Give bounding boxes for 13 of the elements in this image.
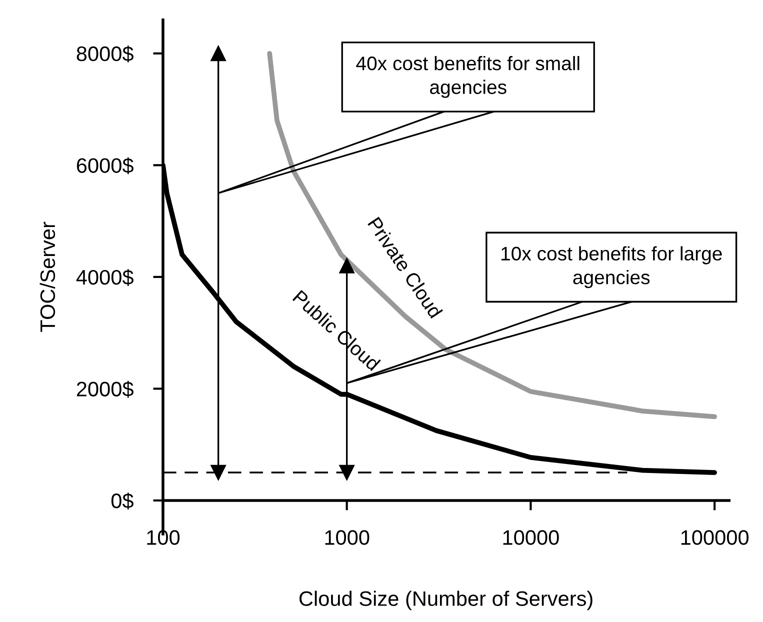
y-tick-label: 8000$ xyxy=(76,46,134,62)
y-tick-label: 2000$ xyxy=(76,380,134,398)
x-tick-label: 100 xyxy=(147,530,180,545)
y-tick-label: 0$ xyxy=(111,492,134,510)
x-tick-label: 10000 xyxy=(503,530,559,545)
x-axis-title: Cloud Size (Number of Servers) xyxy=(299,590,592,610)
y-tick-label: 4000$ xyxy=(76,269,134,286)
y-tick-label: 6000$ xyxy=(76,157,134,174)
x-tick-label: 100000 xyxy=(681,530,749,545)
y-axis-title: TOC/Server xyxy=(40,222,56,332)
annotation: 10x cost benefits for large agencies xyxy=(502,246,722,288)
annotation: 40x cost benefits for small agencies xyxy=(356,56,580,98)
x-tick-label: 1000 xyxy=(325,530,370,545)
